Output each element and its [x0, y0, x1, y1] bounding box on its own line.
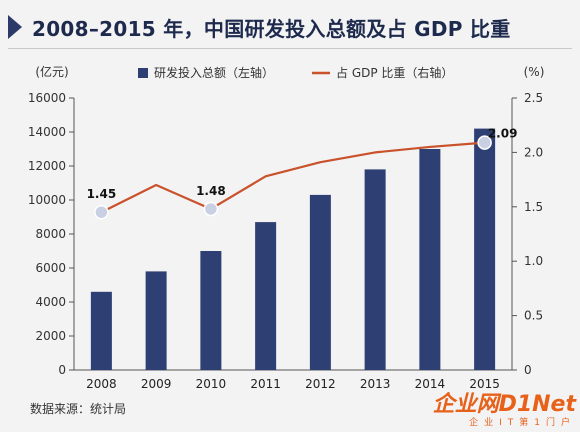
right-axis-tick-label: 1.5: [524, 200, 543, 214]
source-note: 数据来源：统计局: [30, 402, 127, 416]
x-tick-label: 2013: [360, 377, 391, 391]
right-axis-unit-label: (%): [524, 65, 545, 79]
x-tick-label: 2014: [415, 377, 446, 391]
gdp-ratio-line: [100, 141, 485, 214]
data-point-marker-2008: [94, 204, 109, 220]
left-axis-tick-label: 16000: [28, 91, 66, 105]
data-label-2015: 2.09: [488, 127, 518, 141]
x-tick-label: 2009: [141, 377, 172, 391]
bar-2015: [474, 128, 496, 370]
title-area: 2008–2015 年，中国研发投入总额及占 GDP 比重: [8, 10, 511, 44]
right-axis-tick-label: 0.5: [524, 309, 543, 323]
legend-line-label: 占 GDP 比重（右轴）: [336, 65, 453, 80]
bar-2008: [90, 291, 112, 370]
bar-2014: [419, 149, 441, 370]
chart-title: 2008–2015 年，中国研发投入总额及占 GDP 比重: [32, 16, 511, 41]
left-axis-tick-label: 8000: [35, 227, 66, 241]
data-label-2010: 1.48: [196, 184, 226, 198]
legend-bar-label: 研发投入总额（左轴）: [154, 65, 274, 80]
data-label-2008: 1.45: [87, 187, 117, 201]
x-tick-label: 2008: [86, 377, 117, 391]
x-tick-label: 2011: [250, 377, 281, 391]
watermark-logo: 企业网D1Net 企业IT第1门户: [433, 393, 576, 429]
watermark-sub-text: 企业IT第1门户: [469, 418, 576, 428]
title-divider: [8, 48, 572, 49]
bar-2011: [255, 222, 277, 370]
left-axis-tick-label: 2000: [35, 329, 66, 343]
x-tick-label: 2010: [196, 377, 227, 391]
left-axis-tick-label: 6000: [35, 261, 66, 275]
x-tick-label: 2015: [469, 377, 500, 391]
title-triangle-icon: [8, 15, 22, 39]
left-axis-unit-label: (亿元): [35, 64, 68, 79]
left-axis-tick-label: 10000: [28, 193, 66, 207]
data-point-marker-2015: [477, 135, 492, 150]
x-tick-label: 2012: [305, 377, 336, 391]
bar-2009: [145, 271, 167, 370]
left-axis-tick-label: 12000: [28, 159, 66, 173]
left-axis-tick-label: 0: [58, 363, 66, 377]
right-axis-tick-label: 2.5: [524, 91, 543, 105]
right-axis-tick-label: 1.0: [524, 254, 543, 268]
right-axis-tick-label: 0: [524, 363, 532, 377]
data-point-marker-2010: [203, 201, 219, 217]
legend-bar-swatch: [138, 68, 148, 78]
left-axis-tick-label: 4000: [35, 295, 66, 309]
watermark-main-text: 企业网D1Net: [432, 392, 576, 417]
bar-2010: [200, 251, 222, 370]
right-axis-tick-label: 2.0: [524, 145, 543, 159]
bar-2013: [364, 169, 386, 370]
bar-2012: [309, 194, 331, 370]
left-axis-tick-label: 14000: [28, 125, 66, 139]
